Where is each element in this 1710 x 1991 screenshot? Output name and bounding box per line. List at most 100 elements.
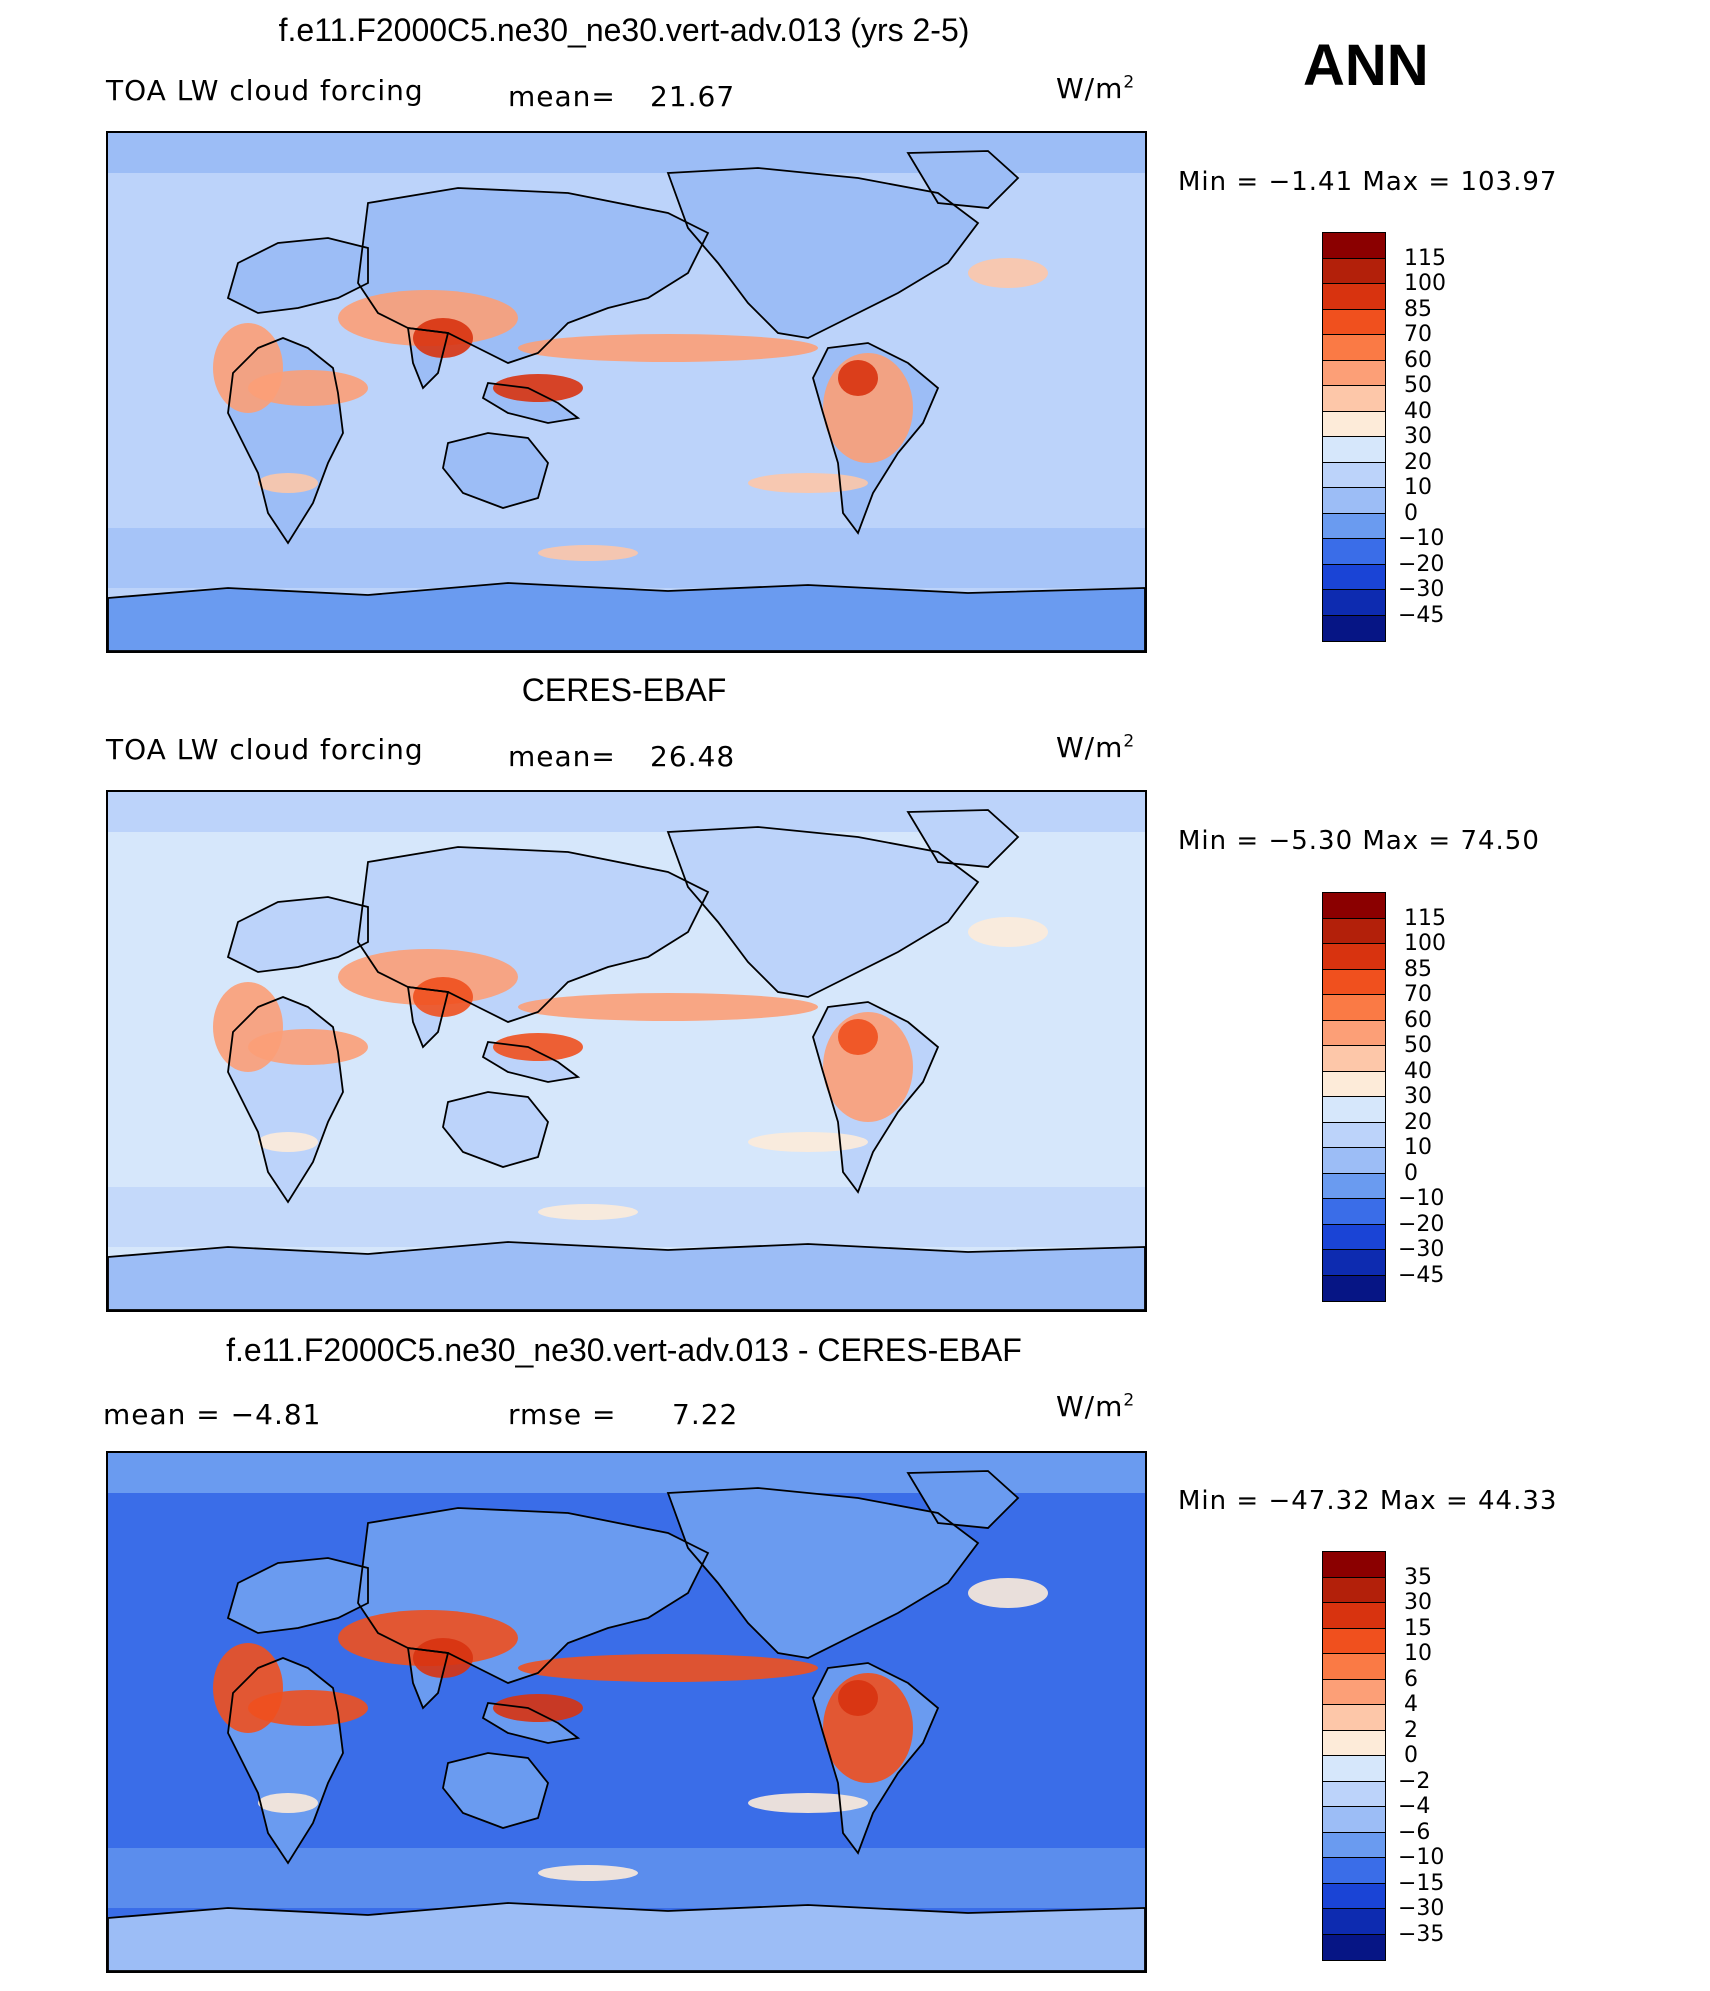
- land-fill: [228, 238, 368, 313]
- contour-region: [838, 1680, 878, 1716]
- colorbar-tick-label: 40: [1404, 1058, 1432, 1084]
- coastline: [227, 996, 344, 1204]
- coastline: [906, 150, 1020, 209]
- colorbar-swatch: [1323, 944, 1385, 970]
- colorbar-tick-label: −2: [1398, 1768, 1431, 1794]
- panel-2-map: [106, 790, 1147, 1312]
- panel-2-mean-value: 26.48: [650, 740, 736, 773]
- contour-region: [248, 1029, 368, 1065]
- panel-1-units: W/m2: [1056, 72, 1136, 105]
- colorbar-swatch: [1323, 590, 1385, 616]
- colorbar-swatch: [1323, 893, 1385, 919]
- panel-1-minmax: Min = −1.41 Max = 103.97: [1178, 167, 1558, 197]
- coastline: [406, 326, 450, 390]
- colorbar-tick-label: 15: [1404, 1615, 1432, 1641]
- colorbar-tick-label: −15: [1398, 1870, 1445, 1896]
- contour-region: [968, 1578, 1048, 1608]
- panel-2-variable-label: TOA LW cloud forcing: [106, 733, 424, 766]
- colorbar-tick-label: 100: [1404, 271, 1446, 296]
- panel-1-mean-value: 21.67: [650, 80, 736, 113]
- colorbar-swatch: [1323, 437, 1385, 463]
- colorbar-swatch: [1323, 615, 1385, 641]
- coastline: [357, 187, 710, 364]
- colorbar-tick-label: 6: [1404, 1666, 1418, 1692]
- colorbar-swatch: [1323, 1097, 1385, 1123]
- colorbar-tick-label: 85: [1404, 296, 1432, 322]
- land-fill: [908, 810, 1018, 867]
- colorbar-tick-label: 20: [1404, 449, 1432, 475]
- colorbar-swatch: [1323, 1909, 1385, 1935]
- colorbar-tick-label: −10: [1398, 1845, 1445, 1870]
- colorbar-swatch: [1323, 1832, 1385, 1858]
- coastline: [226, 896, 369, 973]
- panel-3-rmse-value: 7.22: [672, 1398, 739, 1431]
- colorbar-tick-label: 4: [1404, 1692, 1418, 1717]
- contour-region: [248, 1690, 368, 1726]
- colorbar-swatch: [1323, 1654, 1385, 1680]
- colorbar-tick-label: 10: [1404, 1641, 1432, 1666]
- colorbar-tick-label: 0: [1404, 500, 1418, 526]
- panel-1-title: f.e11.F2000C5.ne30_ne30.vert-adv.013 (yr…: [278, 12, 970, 48]
- land-fill: [443, 1753, 548, 1828]
- season-label: ANN: [1303, 33, 1429, 98]
- contour-region: [258, 1793, 318, 1813]
- colorbar-tick-label: 10: [1404, 475, 1432, 500]
- contour-region: [413, 1638, 473, 1678]
- colorbar-tick-label: 20: [1404, 1109, 1432, 1135]
- contour-region: [493, 1694, 583, 1722]
- colorbar-tick-label: −30: [1398, 1896, 1445, 1921]
- panel-2-units: W/m2: [1056, 731, 1136, 764]
- coastline: [406, 1646, 450, 1710]
- contour-region: [518, 334, 818, 362]
- coastline: [357, 1507, 710, 1684]
- panel-2-colorbar: [1322, 892, 1386, 1302]
- colorbar-swatch: [1323, 1071, 1385, 1097]
- coastline: [226, 237, 369, 314]
- colorbar-swatch: [1323, 1628, 1385, 1654]
- colorbar-tick-label: 115: [1404, 905, 1446, 931]
- colorbar-swatch: [1323, 1148, 1385, 1174]
- colorbar-tick-label: −45: [1398, 602, 1445, 628]
- land-fill: [108, 583, 1145, 651]
- coastline: [481, 382, 581, 424]
- colorbar-swatch: [1323, 258, 1385, 284]
- colorbar-tick-label: −45: [1398, 1262, 1445, 1288]
- panel-2-title: CERES-EBAF: [521, 672, 727, 708]
- land-fill: [908, 151, 1018, 208]
- contour-map-graphic: [108, 1453, 1145, 1971]
- coastline: [812, 1001, 940, 1194]
- panel-2-mean-label: mean=: [508, 740, 616, 773]
- colorbar-swatch: [1323, 1781, 1385, 1807]
- contour-region: [838, 360, 878, 396]
- colorbar-tick-label: −20: [1398, 551, 1445, 577]
- colorbar-tick-label: 10: [1404, 1135, 1432, 1160]
- colorbar-tick-label: 30: [1404, 424, 1432, 449]
- contour-region: [338, 949, 518, 1005]
- coastline: [227, 337, 344, 545]
- contour-region: [248, 370, 368, 406]
- coastline: [812, 1662, 940, 1855]
- coastline: [442, 1091, 549, 1168]
- land-fill: [443, 1092, 548, 1167]
- contour-map-graphic: [108, 133, 1145, 651]
- colorbar-swatch: [1323, 335, 1385, 361]
- colorbar-swatch: [1323, 1020, 1385, 1046]
- colorbar-swatch: [1323, 488, 1385, 514]
- colorbar-tick-label: −30: [1398, 577, 1445, 602]
- coastline: [442, 1752, 549, 1829]
- colorbar-swatch: [1323, 233, 1385, 259]
- contour-region: [748, 1132, 868, 1152]
- land-fill: [668, 1488, 978, 1658]
- coastline: [481, 1041, 581, 1083]
- colorbar-tick-label: 85: [1404, 956, 1432, 982]
- panel-1-variable-label: TOA LW cloud forcing: [106, 74, 424, 107]
- colorbar-tick-label: 50: [1404, 373, 1432, 398]
- contour-region: [538, 1204, 638, 1220]
- land-fill: [668, 827, 978, 997]
- coastline: [108, 1902, 1145, 1971]
- land-fill: [108, 1903, 1145, 1971]
- colorbar-swatch: [1323, 1858, 1385, 1884]
- contour-region: [838, 1019, 878, 1055]
- coastline: [108, 582, 1145, 651]
- colorbar-swatch: [1323, 1275, 1385, 1301]
